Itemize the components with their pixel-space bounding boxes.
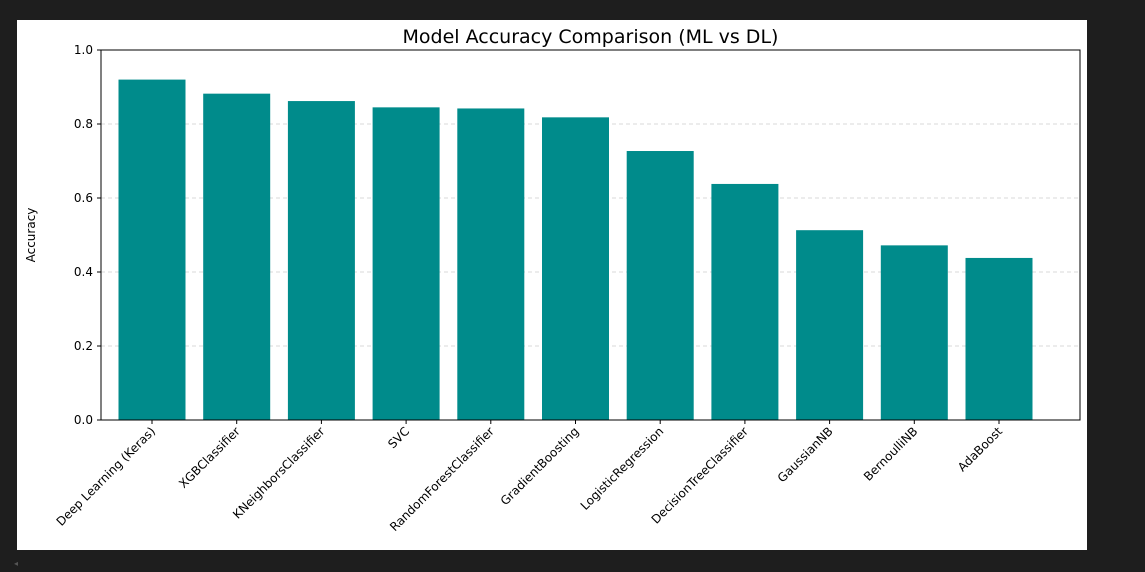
bar xyxy=(796,230,864,420)
x-tick-label: SVC xyxy=(385,424,412,451)
bar-chart: Model Accuracy Comparison (ML vs DL) Acc… xyxy=(24,26,1081,534)
chart-figure: Model Accuracy Comparison (ML vs DL) Acc… xyxy=(17,20,1087,550)
chart-title: Model Accuracy Comparison (ML vs DL) xyxy=(403,26,779,48)
x-tick-label: GradientBoosting xyxy=(498,424,582,508)
bar xyxy=(711,183,779,420)
y-tick-label: 1.0 xyxy=(74,43,93,57)
plot-frame xyxy=(100,49,1081,421)
bar xyxy=(880,245,948,420)
x-tick-label: KNeighborsClassifier xyxy=(230,424,327,521)
bar xyxy=(626,151,694,420)
y-tick-label: 0.0 xyxy=(74,413,93,427)
x-tick-label: XGBClassifier xyxy=(176,424,243,491)
x-tick-label: Deep Learning (Keras) xyxy=(54,424,159,529)
bar xyxy=(965,257,1033,420)
y-axis-label: Accuracy xyxy=(24,208,38,263)
bar xyxy=(457,108,525,421)
x-tick-label: BernoulliNB xyxy=(861,424,920,483)
bar xyxy=(118,79,186,420)
scroll-left-arrow-icon[interactable]: ◂ xyxy=(14,559,19,568)
y-tick-label: 0.2 xyxy=(74,339,93,353)
bar xyxy=(372,107,440,420)
bar xyxy=(203,93,271,420)
y-tick-label: 0.4 xyxy=(74,265,93,279)
y-tick-label: 0.6 xyxy=(74,191,93,205)
bar xyxy=(542,117,609,420)
bars xyxy=(118,79,1033,421)
y-axis-ticks: 0.0 0.2 0.4 0.6 0.8 1.0 xyxy=(74,43,101,427)
x-tick-label: DecisionTreeClassifier xyxy=(649,424,751,526)
x-axis-ticks: Deep Learning (Keras) XGBClassifierKNeigh… xyxy=(54,420,1005,534)
x-tick-label: LogisticRegression xyxy=(578,424,667,513)
y-tick-label: 0.8 xyxy=(74,117,93,131)
bar xyxy=(287,101,355,420)
x-tick-label: AdaBoost xyxy=(955,424,1005,474)
x-tick-label: GaussianNB xyxy=(775,424,836,485)
